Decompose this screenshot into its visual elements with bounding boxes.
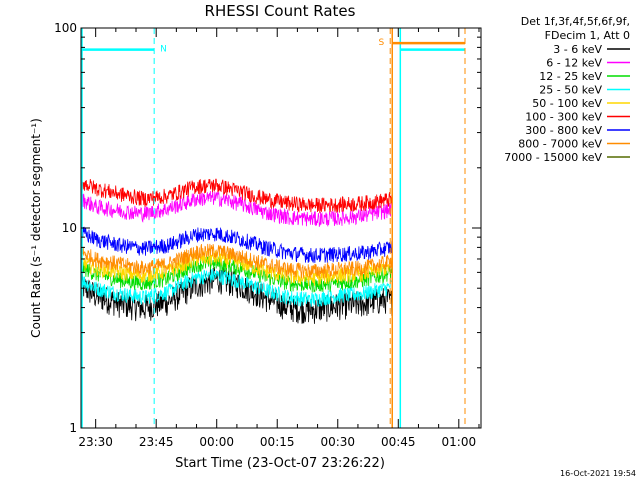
x-tick-label-5: 00:45 [381,435,416,449]
marker-label-n: N [160,45,167,55]
series-line-6-12-kev [80,190,393,227]
legend-label-0: 3 - 6 keV [553,43,602,56]
legend-header-line-2: FDecim 1, Att 0 [545,29,630,42]
legend-label-2: 12 - 25 keV [539,70,602,83]
x-tick-label-1: 23:45 [139,435,174,449]
series-line-300-800-kev [80,226,393,264]
x-axis-label: Start Time (23-Oct-07 23:26:22) [175,456,385,471]
plot-area: NS [80,28,466,428]
series-line-12-25-kev [80,255,393,293]
x-tick-label-4: 00:30 [320,435,355,449]
series-line-800-7000-kev [80,243,393,279]
marker-label-s: S [378,38,384,48]
x-tick-label-0: 23:30 [78,435,113,449]
chart-title: RHESSI Count Rates [205,2,356,20]
timestamp: 16-Oct-2021 19:54 [560,469,636,478]
legend-header-line-1: Det 1f,3f,4f,5f,6f,9f, [521,15,630,28]
legend-label-6: 300 - 800 keV [525,124,602,137]
y-tick-label-2: 100 [54,21,77,35]
legend-label-5: 100 - 300 keV [525,111,602,124]
x-tick-label-6: 01:00 [442,435,477,449]
series-line-50-100-kev [80,250,393,287]
y-axis-label: Count Rate (s⁻¹ detector segment⁻¹) [29,118,43,338]
axes: 1 10 100 23:30 23:45 00:00 00:15 00:30 00:45 01:0… [54,21,481,449]
legend-label-8: 7000 - 15000 keV [504,151,602,164]
x-tick-label-2: 00:00 [199,435,234,449]
series-line-25-50-kev [81,268,393,307]
x-tick-label-3: 00:15 [260,435,295,449]
y-tick-label-0: 1 [69,421,77,435]
y-tick-label-1: 10 [62,221,77,235]
series-line-100-300-kev [80,176,393,214]
legend-label-4: 50 - 100 keV [532,97,602,110]
legend-label-3: 25 - 50 keV [539,84,602,97]
legend: Det 1f,3f,4f,5f,6f,9f, FDecim 1, Att 0 3… [504,15,630,164]
legend-label-1: 6 - 12 keV [546,57,602,70]
legend-label-7: 800 - 7000 keV [518,138,602,151]
